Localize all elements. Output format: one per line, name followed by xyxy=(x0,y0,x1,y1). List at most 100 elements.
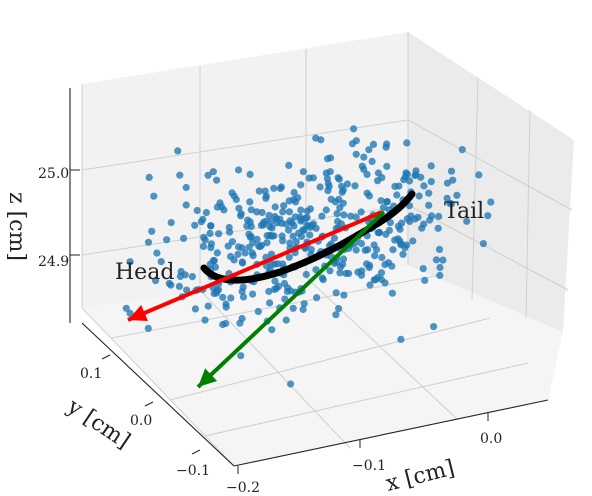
scatter-point xyxy=(239,293,248,301)
scatter-point xyxy=(226,228,234,236)
scatter-point xyxy=(265,287,273,296)
scatter-point xyxy=(397,335,405,343)
scatter-point xyxy=(397,240,405,248)
scatter-point xyxy=(379,204,388,212)
scatter-point xyxy=(227,252,235,261)
scatter-point xyxy=(394,222,402,230)
scatter-point xyxy=(365,146,373,154)
scatter-point xyxy=(343,180,351,188)
scatter-point xyxy=(182,183,190,192)
scatter-point xyxy=(283,287,291,296)
scatter-point xyxy=(383,198,391,206)
scatter-point xyxy=(335,195,343,203)
scatter-point xyxy=(176,272,184,280)
scatter-point xyxy=(319,276,327,284)
grid-line xyxy=(407,204,569,291)
scatter-point xyxy=(419,265,427,273)
scatter-point xyxy=(306,231,314,239)
x-axis-title: x [cm] xyxy=(383,456,457,496)
scatter-point xyxy=(313,294,321,302)
scatter-point xyxy=(383,140,391,148)
scatter-point xyxy=(220,206,228,214)
scatter-point xyxy=(222,319,230,328)
scatter-point xyxy=(266,299,274,307)
scatter-point xyxy=(246,170,254,178)
scatter-point xyxy=(122,304,130,312)
scatter-point xyxy=(436,263,444,272)
scatter-point xyxy=(202,209,210,217)
x-tick-label: 0.0 xyxy=(480,431,502,447)
scatter-point xyxy=(318,212,326,220)
scatter-point xyxy=(434,224,442,232)
scatter-point xyxy=(291,213,299,221)
scatter-point xyxy=(322,206,330,214)
grid-line xyxy=(169,317,491,401)
grid-line xyxy=(204,362,529,437)
scatter-point xyxy=(271,203,279,211)
scatter-point xyxy=(253,208,261,216)
scatter-point xyxy=(271,212,279,221)
scatter-point xyxy=(446,199,454,207)
scatter-point xyxy=(340,291,348,299)
scatter-point xyxy=(237,352,245,360)
scatter-point xyxy=(391,236,399,244)
scatter-point xyxy=(339,260,347,268)
scatter-point xyxy=(432,256,440,264)
scatter-point xyxy=(276,184,284,193)
scatter-point xyxy=(268,326,276,334)
scatter-point xyxy=(381,261,389,269)
scatter-point xyxy=(245,230,253,238)
scatter-point xyxy=(199,215,207,223)
scatter-point xyxy=(330,234,338,242)
scatter-point xyxy=(152,277,160,285)
scatter-point xyxy=(238,258,246,266)
scatter-point xyxy=(350,125,358,133)
scatter-point xyxy=(299,305,307,313)
green-vector-shaft xyxy=(196,210,386,389)
scatter-point xyxy=(403,139,411,147)
scatter-point xyxy=(378,174,386,182)
scatter-point xyxy=(375,229,383,237)
red-vector-shaft xyxy=(127,210,383,322)
scatter-point xyxy=(430,323,438,331)
scatter-point xyxy=(193,206,201,215)
scatter-point xyxy=(347,212,355,220)
scatter-point xyxy=(312,266,320,274)
scatter-point xyxy=(360,153,368,161)
scatter-point xyxy=(263,239,271,247)
scatter-point xyxy=(357,271,366,279)
scatter-point xyxy=(167,281,175,289)
scatter-point xyxy=(238,287,246,296)
scatter-point xyxy=(302,270,310,279)
scatter-point xyxy=(386,219,394,227)
scatter-point xyxy=(153,249,161,257)
scatter-point xyxy=(274,260,282,268)
scatter-point xyxy=(479,240,487,248)
scatter-point xyxy=(426,216,434,224)
scatter-point xyxy=(292,238,300,246)
scatter-point xyxy=(391,182,399,190)
scatter-point xyxy=(248,249,256,257)
scatter-point xyxy=(352,246,360,254)
scatter-point xyxy=(352,213,360,221)
y-tick-label: 0.0 xyxy=(130,413,152,429)
scatter-point xyxy=(245,243,253,251)
scatter-point xyxy=(249,290,257,298)
scatter-point xyxy=(280,279,289,288)
scatter-point xyxy=(241,249,249,257)
scatter-point xyxy=(484,212,492,220)
floor-pane xyxy=(82,265,563,466)
scatter-point xyxy=(333,210,341,218)
scatter-point xyxy=(307,246,315,254)
scatter-point xyxy=(282,316,290,324)
scatter-point xyxy=(348,140,357,148)
scatter-point xyxy=(200,233,208,241)
scatter-point xyxy=(267,250,276,258)
scatter-point xyxy=(436,271,444,279)
scatter-point xyxy=(213,249,221,257)
scatter-point xyxy=(435,212,443,220)
scatter-point xyxy=(228,189,236,197)
scatter-point xyxy=(285,226,293,234)
scatter-point xyxy=(439,256,447,264)
scatter-point xyxy=(126,258,134,266)
